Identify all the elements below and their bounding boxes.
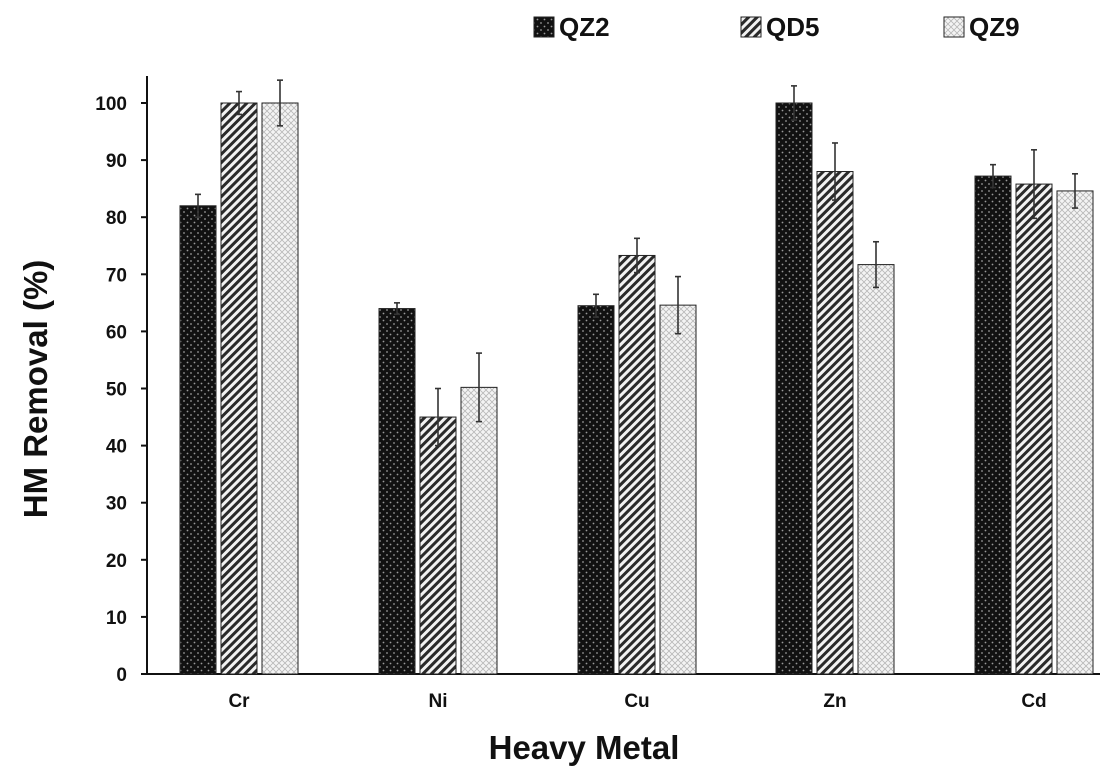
bar-qz9-cu [659, 304, 697, 675]
legend-swatch-qz2 [533, 16, 555, 38]
y-tick-label: 10 [106, 608, 127, 629]
bar-qd5-ni [419, 416, 457, 675]
x-tick-label-cr: Cr [228, 691, 250, 712]
x-tick-label-cu: Cu [624, 691, 649, 712]
legend-swatch-qd5 [740, 16, 762, 38]
y-tick-label: 70 [106, 265, 127, 286]
y-tick-label: 20 [106, 551, 127, 572]
y-tick-label: 40 [106, 437, 127, 458]
bar-qz2-cd [974, 175, 1012, 675]
x-tick-label-zn: Zn [823, 691, 846, 712]
y-tick-label: 80 [106, 208, 127, 229]
bar-qd5-cd [1015, 183, 1053, 675]
bar-qz9-cr [261, 102, 299, 675]
legend-label-qd5: QD5 [766, 12, 819, 42]
bar-qz9-cd [1056, 190, 1094, 675]
y-tick-label: 30 [106, 494, 127, 515]
bar-qz2-cu [577, 305, 615, 675]
bar-qd5-cu [618, 254, 656, 675]
legend-swatch-qz9 [943, 16, 965, 38]
bar-qz9-ni [460, 386, 498, 675]
bar-qd5-zn [816, 171, 854, 675]
y-tick-label: 50 [106, 380, 127, 401]
legend-label-qz2: QZ2 [559, 12, 610, 42]
legend-label-qz9: QZ9 [969, 12, 1020, 42]
bar-qd5-cr [220, 102, 258, 675]
x-tick-label-ni: Ni [429, 691, 448, 712]
y-tick-label: 0 [116, 665, 127, 686]
bar-qz9-zn [857, 264, 895, 675]
bar-qz2-cr [179, 205, 217, 675]
y-tick-label: 60 [106, 322, 127, 343]
bar-qz2-zn [775, 102, 813, 675]
bar-qz2-ni [378, 308, 416, 675]
y-tick-label: 100 [95, 94, 127, 115]
x-tick-label-cd: Cd [1021, 691, 1046, 712]
y-axis-title: HM Removal (%) [17, 260, 54, 519]
y-tick-label: 90 [106, 151, 127, 172]
x-axis-title: Heavy Metal [489, 729, 680, 766]
